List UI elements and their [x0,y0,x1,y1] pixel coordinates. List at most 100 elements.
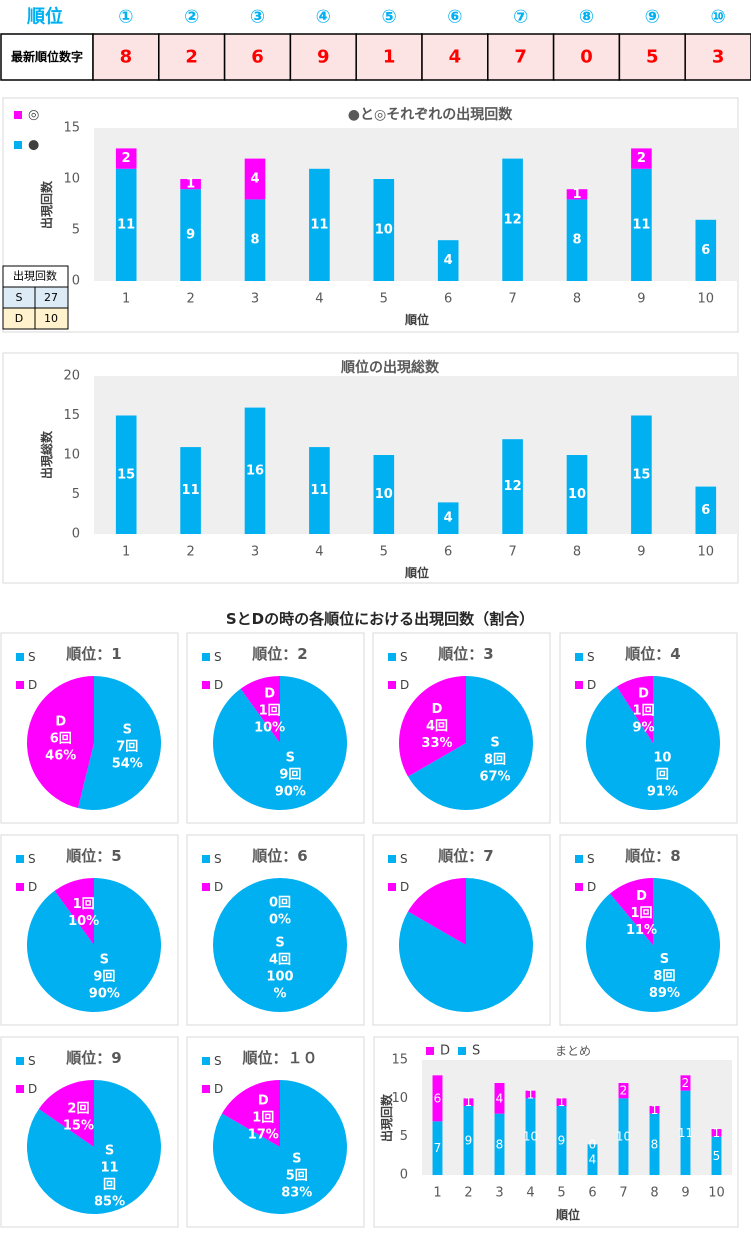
bar [556,1106,567,1175]
pie-slice [27,676,94,809]
bar [695,219,717,281]
column-header: ⑨ [645,7,660,28]
legend-swatch [575,855,583,863]
data-label: 回 [103,1178,116,1193]
table-text: 27 [44,291,58,304]
legend-label: D [28,1082,37,1096]
data-label: 83% [281,1186,312,1201]
bar [180,447,201,534]
legend-label: S [28,852,36,866]
data-label: 0回 [269,896,291,911]
data-label: 2 [122,151,131,166]
bar [711,1129,722,1137]
data-label: 2 [637,151,646,166]
data-label: 7回 [116,740,138,755]
data-label: 10 [523,1130,538,1144]
x-tick-label: 6 [444,545,452,560]
bar [502,158,523,281]
legend-label: S [587,852,595,866]
data-label: 10 [653,751,671,766]
value-cell [355,33,423,81]
legend-label: D [28,678,37,692]
data-label: 9 [558,1134,566,1148]
header-label: 順位 [27,6,63,28]
row-value: 7 [514,47,527,68]
data-label: 9 [186,228,195,243]
bar [680,1090,691,1175]
section-title: SとDの時の各順位における出現回数（割合） [226,610,534,628]
y-tick-label: 5 [400,1129,408,1144]
data-label: 85% [94,1195,125,1210]
legend-swatch [388,653,396,661]
legend-swatch [16,681,24,689]
x-tick-label: 2 [464,1186,472,1201]
bar [587,1144,598,1175]
data-label: 4 [444,253,453,268]
data-label: 1 [186,177,195,192]
data-label: 11 [117,217,135,232]
row-value: 4 [449,47,462,68]
value-cell [487,33,555,81]
table-cell [34,307,69,330]
bar [525,1090,536,1099]
legend-swatch [16,653,24,661]
legend-label: D [400,678,409,692]
bar [373,179,395,281]
data-label: 0% [269,913,291,928]
data-label: 8回 [484,752,506,767]
pie-slice [399,676,466,777]
legend-label: D [440,1044,450,1059]
row-value: 5 [646,47,659,68]
x-tick-label: 2 [186,545,194,560]
pie-slice [221,1080,280,1147]
data-label: 11 [310,217,328,232]
bar [649,1106,660,1114]
data-label: D [258,1093,269,1108]
data-label: D [636,889,647,904]
data-label: 10 [375,487,393,502]
data-label: 46% [45,748,76,763]
x-tick-label: 7 [508,545,516,560]
data-label: 11 [182,483,200,498]
chart-title: 順位：3 [437,645,493,663]
data-label: 4回 [269,952,291,967]
data-label: 10% [254,721,285,736]
data-label: 9回 [279,767,301,782]
legend-label: D [587,678,596,692]
legend-swatch [458,1047,466,1055]
x-tick-label: 6 [588,1186,596,1201]
legend-swatch [388,681,396,689]
data-label: 回 [656,768,669,783]
data-label: 11 [632,217,650,232]
bar [680,1075,691,1091]
data-label: 4 [444,511,453,526]
legend-swatch [426,1047,434,1055]
bar [494,1113,505,1175]
value-cell [92,33,160,81]
data-label: S [292,1152,301,1167]
legend-label: D [214,880,223,894]
y-tick-label: 0 [72,274,80,289]
data-label: S [286,750,295,765]
legend-label: D [28,880,37,894]
x-tick-label: 8 [650,1186,658,1201]
bar [180,179,201,190]
chart-title: 順位：6 [251,847,307,865]
row-value: 1 [383,47,396,68]
legend-label: S [214,852,222,866]
x-tick-label: 3 [251,292,259,307]
bar [309,168,330,281]
column-header: ② [184,7,199,28]
legend-label: D [214,678,223,692]
legend-swatch [202,653,210,661]
bar [115,415,137,534]
x-tick-label: 9 [637,292,645,307]
legend-swatch [388,883,396,891]
pie-slice [54,878,94,945]
value-cell [289,33,357,81]
legend-swatch [202,883,210,891]
data-label: S [105,1144,114,1159]
bar [180,189,201,281]
plot-area [422,1060,732,1175]
column-header: ⑤ [381,7,396,28]
